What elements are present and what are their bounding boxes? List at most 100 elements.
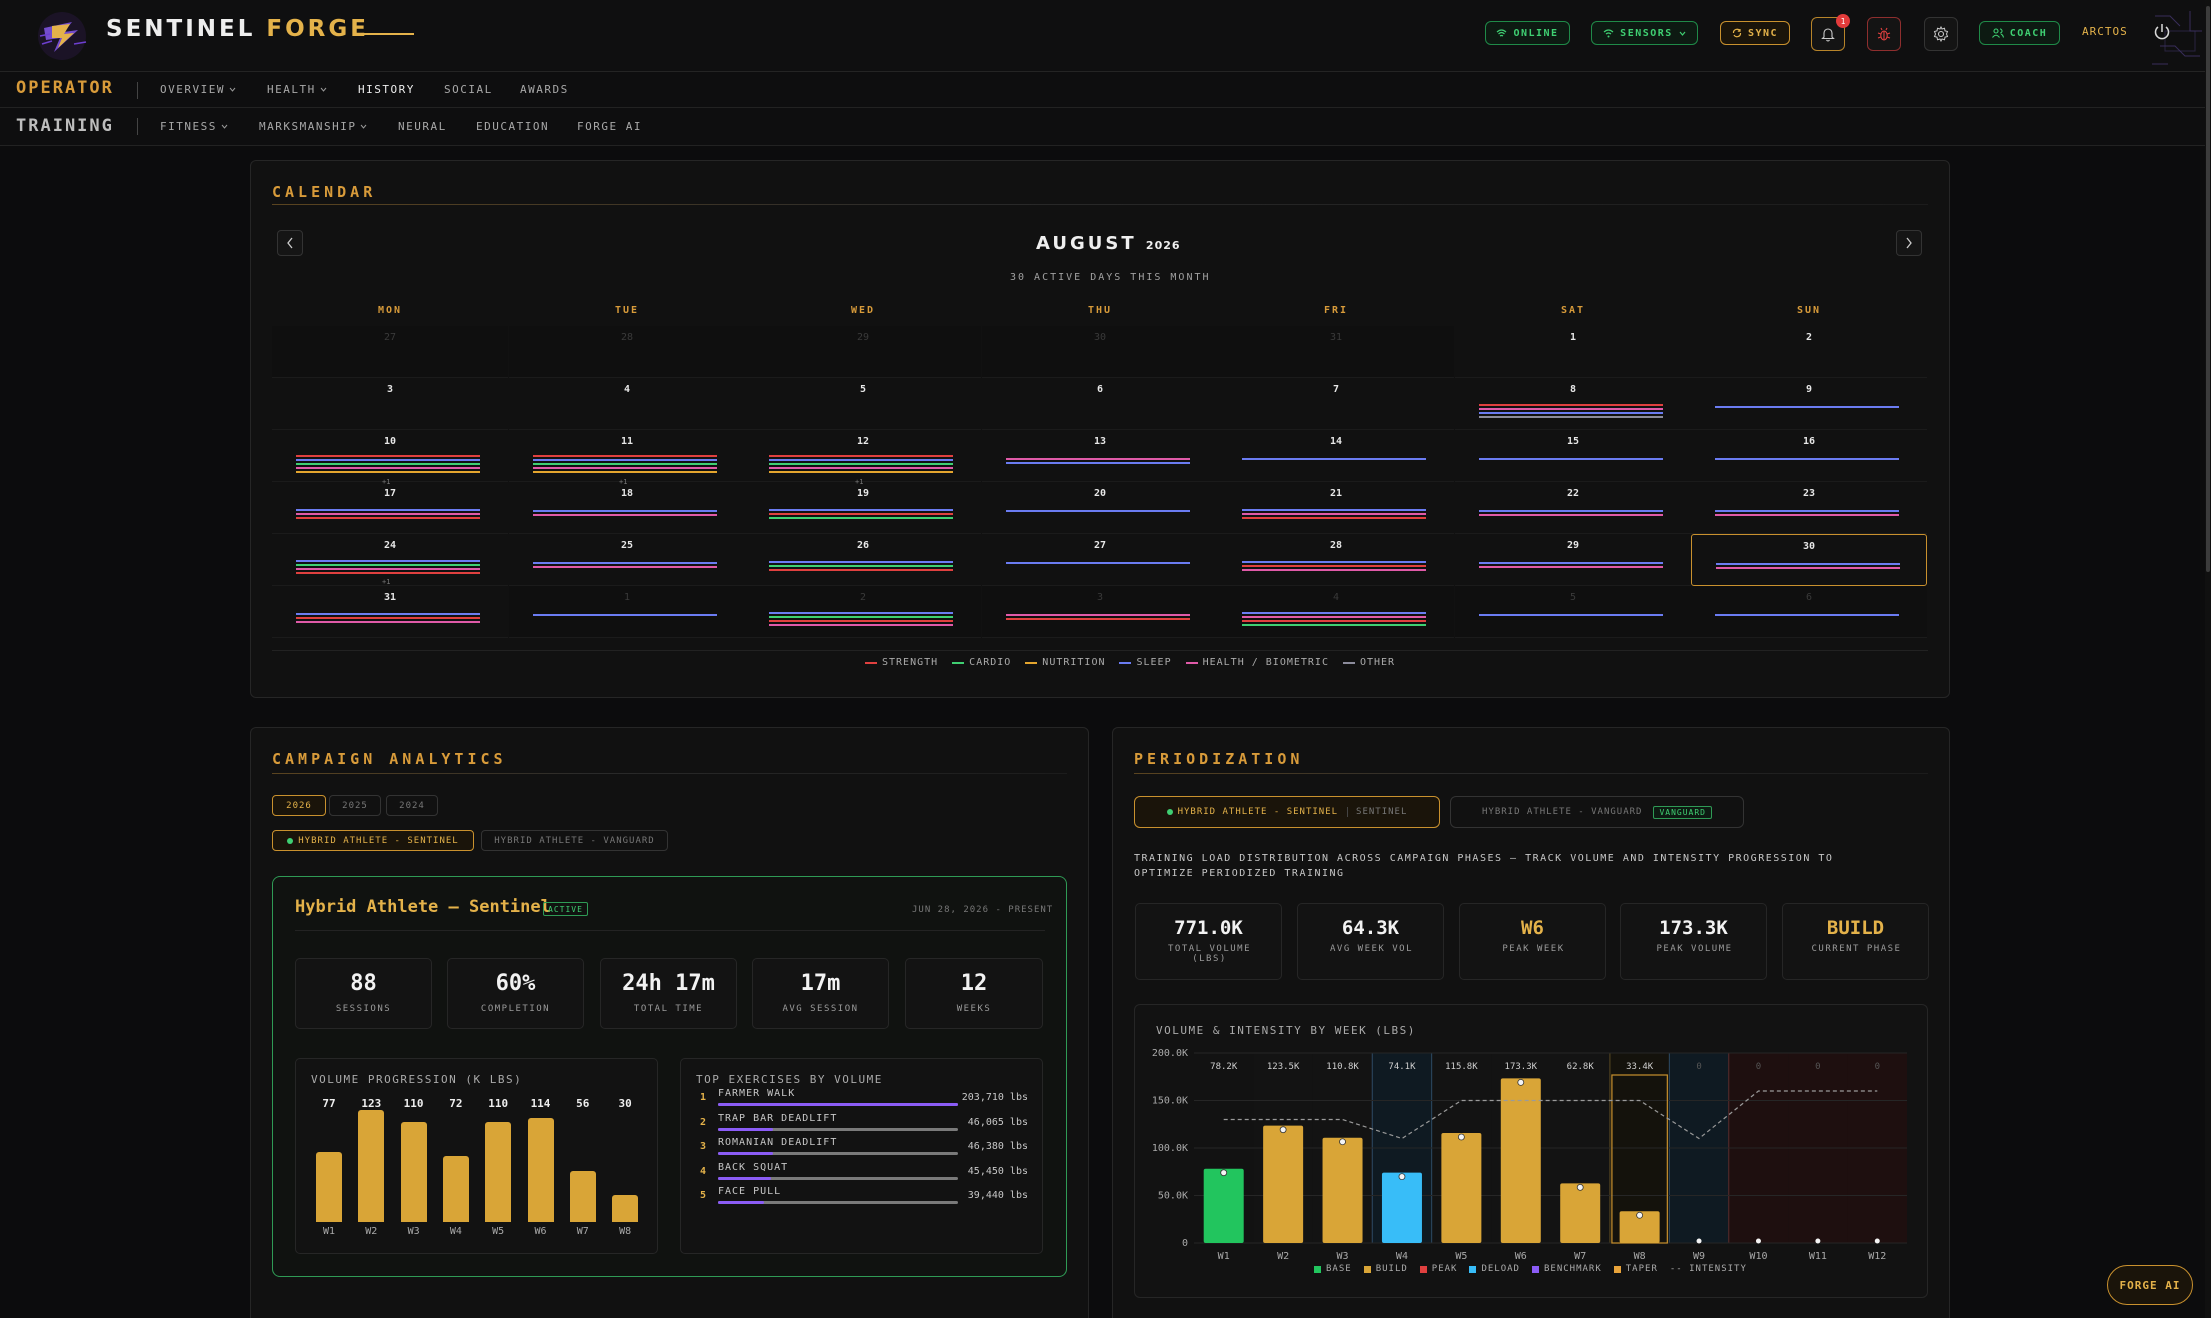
calendar-day-27[interactable]: 27 [982, 534, 1218, 586]
nav-forge-ai[interactable]: FORGE AI [577, 120, 642, 133]
nav-awards-label: AWARDS [520, 83, 569, 96]
activity-bar-sleep [769, 459, 953, 461]
calendar-day-16[interactable]: 16 [1691, 430, 1927, 482]
calendar-day-13[interactable]: 13 [982, 430, 1218, 482]
calendar-day-17[interactable]: 17 [272, 482, 508, 534]
nav-neural[interactable]: NEURAL [398, 120, 447, 133]
nav-overview[interactable]: OVERVIEW [160, 83, 236, 96]
data-label: 0 [1875, 1062, 1880, 1072]
activity-bar-sleep [1479, 458, 1663, 460]
periodization-plan-sentinel[interactable]: HYBRID ATHLETE - SENTINEL SENTINEL [1134, 796, 1440, 828]
calendar-day-9[interactable]: 9 [1691, 378, 1927, 430]
calendar-day-25[interactable]: 25 [509, 534, 745, 586]
nav-history[interactable]: HISTORY [358, 83, 415, 96]
exercise-bar-fill [718, 1127, 774, 1131]
periodization-stat-value: BUILD [1826, 917, 1885, 939]
prev-month-button[interactable] [277, 230, 303, 256]
calendar-day-10[interactable]: 10 +1 [272, 430, 508, 486]
plan-tab-sentinel[interactable]: HYBRID ATHLETE - SENTINEL [272, 830, 474, 851]
scrollbar-track[interactable] [2205, 0, 2211, 1318]
weekday-tue: TUE [614, 305, 640, 316]
signal-icon [1603, 28, 1614, 37]
day-activity-bars [1006, 614, 1190, 622]
nav-overview-label: OVERVIEW [160, 83, 225, 96]
calendar-day-8[interactable]: 8 [1455, 378, 1691, 430]
calendar-day-2[interactable]: 2 [1691, 326, 1927, 378]
plan-tab-vanguard[interactable]: HYBRID ATHLETE - VANGUARD [481, 830, 668, 851]
activity-bar-sleep [1715, 406, 1899, 408]
legend-other: OTHER [1342, 657, 1395, 668]
activity-bar-health [296, 513, 480, 515]
volume-bar-w2 [358, 1110, 385, 1222]
volume-week-label: W6 [534, 1226, 547, 1237]
volume-week-label: W8 [619, 1226, 632, 1237]
calendar-day-3[interactable]: 3 [272, 378, 508, 430]
scrollbar-thumb[interactable] [2206, 6, 2210, 572]
coach-button[interactable]: COACH [1979, 21, 2060, 45]
year-tab-2026[interactable]: 2026 [272, 795, 326, 816]
activity-bar-sleep [1715, 614, 1899, 616]
athlete-plan-name: Hybrid Athlete — Sentinel [295, 897, 551, 917]
sync-button[interactable]: SYNC [1720, 21, 1790, 45]
calendar-day-7[interactable]: 7 [1218, 378, 1454, 430]
settings-button[interactable] [1924, 17, 1958, 51]
day-number: 28 [1329, 540, 1343, 551]
day-number: 31 [1329, 332, 1343, 343]
calendar-day-15[interactable]: 15 [1455, 430, 1691, 482]
legend-swatch [1363, 1265, 1371, 1273]
calendar-day-19[interactable]: 19 [745, 482, 981, 534]
legend-label: NUTRITION [1042, 657, 1106, 668]
nav-awards[interactable]: AWARDS [520, 83, 569, 96]
username[interactable]: ARCTOS [2082, 25, 2128, 38]
forge-ai-button[interactable]: FORGE AI [2107, 1265, 2193, 1305]
online-status-pill[interactable]: ONLINE [1485, 21, 1570, 45]
calendar-day-21[interactable]: 21 [1218, 482, 1454, 534]
nav-social[interactable]: SOCIAL [444, 83, 493, 96]
calendar-title: CALENDAR [272, 183, 377, 201]
calendar-day-14[interactable]: 14 [1218, 430, 1454, 482]
calendar-day-24[interactable]: 24 +1 [272, 534, 508, 586]
calendar-day-12[interactable]: 12 +1 [745, 430, 981, 486]
sentinel-forge-logo-icon[interactable] [34, 8, 90, 64]
nav-marksmanship[interactable]: MARKSMANSHIP [259, 120, 367, 133]
notifications-button[interactable] [1811, 17, 1845, 51]
data-label: 78.2K [1210, 1062, 1238, 1072]
power-icon[interactable] [2152, 22, 2172, 42]
legend-swatch [1613, 1265, 1621, 1273]
calendar-day-31[interactable]: 31 [272, 586, 508, 638]
calendar-day-26[interactable]: 26 [745, 534, 981, 586]
calendar-day-11[interactable]: 11 +1 [509, 430, 745, 486]
activity-bar-health [1716, 567, 1900, 569]
calendar-day-20[interactable]: 20 [982, 482, 1218, 534]
calendar-day-5[interactable]: 5 [745, 378, 981, 430]
next-month-button[interactable] [1896, 230, 1922, 256]
calendar-day-28[interactable]: 28 [1218, 534, 1454, 586]
nav-fitness[interactable]: FITNESS [160, 120, 228, 133]
nav-health[interactable]: HEALTH [267, 83, 327, 96]
volume-point [1339, 1138, 1346, 1146]
calendar-day-18[interactable]: 18 [509, 482, 745, 534]
legend-swatch [952, 661, 965, 664]
calendar-day-22[interactable]: 22 [1455, 482, 1691, 534]
volume-bar-value: 123 [361, 1097, 382, 1110]
year-tab-2025[interactable]: 2025 [329, 795, 381, 816]
calendar-day-23[interactable]: 23 [1691, 482, 1927, 534]
bug-report-button[interactable] [1867, 17, 1901, 51]
nav-education[interactable]: EDUCATION [476, 120, 549, 133]
periodization-stat-label: PEAK VOLUME [1656, 944, 1733, 954]
calendar-day-30[interactable]: 30 [1691, 534, 1927, 586]
activity-bar-sleep [296, 459, 480, 461]
calendar-day-1[interactable]: 1 [1455, 326, 1691, 378]
calendar-day-4[interactable]: 4 [509, 378, 745, 430]
year-tab-2024[interactable]: 2024 [386, 795, 438, 816]
calendar-day-6[interactable]: 6 [982, 378, 1218, 430]
calendar-divider [272, 650, 1928, 651]
legend-swatch [1469, 1265, 1477, 1273]
calendar-day-29[interactable]: 29 [1455, 534, 1691, 586]
day-activity-bars [1715, 406, 1899, 410]
periodization-plan-vanguard[interactable]: HYBRID ATHLETE - VANGUARD VANGUARD [1450, 796, 1744, 828]
day-number: 5 [859, 384, 867, 395]
x-tick-label: W7 [1574, 1251, 1586, 1262]
sensors-dropdown[interactable]: SENSORS [1591, 21, 1698, 45]
exercise-bar-track [718, 1152, 958, 1155]
